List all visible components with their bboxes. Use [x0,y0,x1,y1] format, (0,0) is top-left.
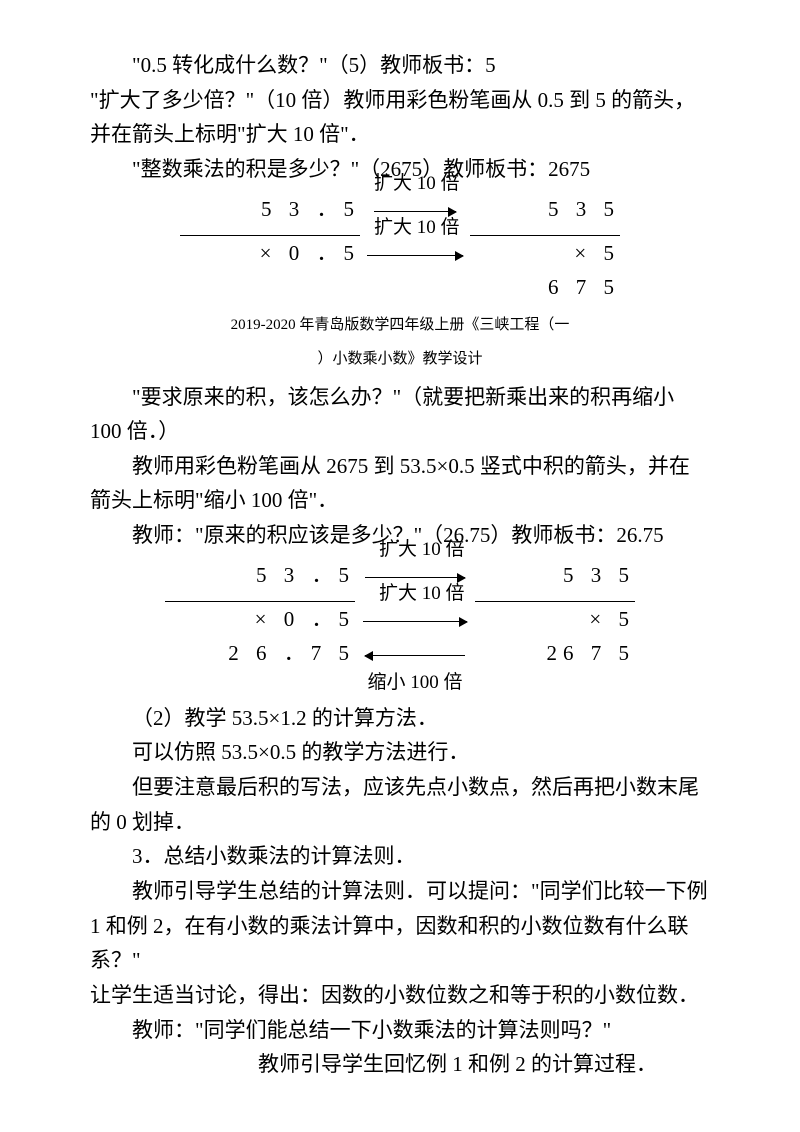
calc-cell: 5 3 5 [475,558,635,593]
calculation-diagram-2: 5 3 ．5 扩大 10 倍 5 3 5 × 0 ．5 扩大 10 倍 × 5 … [165,559,635,695]
arrow-label: 扩大 10 倍 [379,578,465,609]
paragraph: "要求原来的积，该怎么办？"（就要把新乘出来的积再缩小 100 倍．） [90,380,710,449]
figure-caption: ）小数乘小数》教学设计 [90,345,710,374]
arrow-right-icon [367,255,463,257]
paragraph: （2）教学 53.5×1.2 的计算方法． [90,701,710,736]
arrow-label: 扩大 10 倍 [374,212,460,243]
paragraph: 教师引导学生总结的计算法则．可以提问："同学们比较一下例 1 和例 2，在有小数… [90,874,710,978]
arrow-label: 扩大 10 倍 [374,168,460,199]
calc-cell: × 0 ．5 [180,235,360,273]
arrow-label: 缩小 100 倍 [355,667,475,698]
calc-cell: × 5 [470,235,620,273]
paragraph: "0.5 转化成什么数？"（5）教师板书：5 [90,48,710,83]
calc-cell: 5 3 ．5 [180,192,360,227]
paragraph: 但要注意最后积的写法，应该先点小数点，然后再把小数末尾的 0 划掉． [90,770,710,839]
paragraph: 教师引导学生回忆例 1 和例 2 的计算过程． [216,1047,710,1082]
calc-cell: 5 3 5 [470,192,620,227]
paragraph: "扩大了多少倍？"（10 倍）教师用彩色粉笔画从 0.5 到 5 的箭头，并在箭… [90,83,710,152]
calculation-diagram-1: 5 3 ．5 扩大 10 倍 5 3 5 × 0 ．5 扩大 10 倍 × 5 … [180,193,620,305]
paragraph: 3．总结小数乘法的计算法则． [90,839,710,874]
paragraph: 教师："同学们能总结一下小数乘法的计算法则吗？" [90,1013,710,1048]
calc-cell: × 0 ．5 [165,601,355,639]
calc-cell: 5 3 ．5 [165,558,355,593]
paragraph: 可以仿照 53.5×0.5 的教学方法进行． [90,735,710,770]
paragraph: 让学生适当讨论，得出：因数的小数位数之和等于积的小数位数． [90,978,710,1013]
calc-cell: × 5 [475,601,635,639]
arrow-label: 扩大 10 倍 [379,534,465,565]
arrow-left-icon [365,655,465,657]
calc-cell: 26 7 5 [475,636,635,671]
paragraph: 教师用彩色粉笔画从 2675 到 53.5×0.5 竖式中积的箭头，并在箭头上标… [90,449,710,518]
arrow-right-icon [363,621,467,623]
calc-cell: 2 6 ．7 5 [165,636,355,671]
figure-caption: 2019-2020 年青岛版数学四年级上册《三峡工程（一 [90,311,710,340]
calc-cell: 6 7 5 [470,270,620,305]
